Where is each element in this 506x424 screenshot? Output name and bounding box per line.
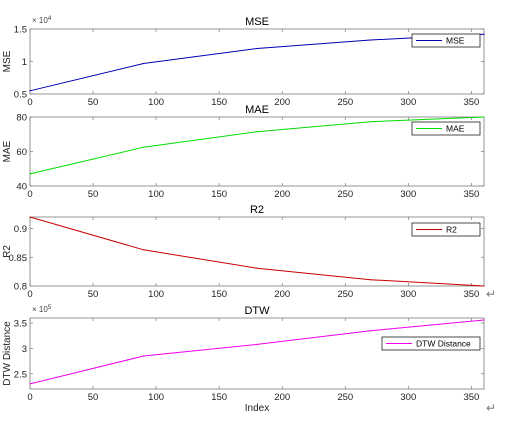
- data-point: [29, 90, 31, 92]
- legend-box: [411, 121, 481, 136]
- y-tick-label: 60: [16, 147, 27, 158]
- x-tick-label: 300: [400, 97, 416, 108]
- x-tick-label: 150: [211, 97, 227, 108]
- plot-frame: [29, 216, 485, 287]
- legend-entry: DTW Distance: [416, 339, 471, 349]
- y-tick-label: 40: [16, 182, 27, 193]
- x-tick-label: 100: [148, 189, 164, 200]
- x-tick-label: 0: [27, 189, 32, 200]
- chart-title: DTW: [244, 305, 270, 317]
- x-tick-label: 100: [148, 392, 164, 403]
- axis-multiplier: × 105: [32, 304, 52, 314]
- series-line: [29, 319, 485, 385]
- y-tick-label: 0.9: [14, 224, 27, 235]
- y-tick-label: 2.5: [14, 369, 27, 380]
- x-tick-label: 0: [27, 97, 32, 108]
- data-point: [369, 279, 372, 281]
- y-tick-label: 0.8: [14, 282, 27, 293]
- data-point: [256, 267, 258, 269]
- legend-box: [411, 33, 481, 48]
- y-tick-label: 3.5: [14, 319, 27, 330]
- x-tick-label: 150: [211, 189, 227, 200]
- data-point: [483, 33, 485, 35]
- x-tick-label: 50: [88, 97, 99, 108]
- data-point: [369, 330, 372, 332]
- x-tick-label: 200: [274, 289, 290, 300]
- x-tick-label: 350: [463, 97, 479, 108]
- y-tick-label: 1: [22, 57, 27, 68]
- data-point: [369, 121, 372, 123]
- y-axis-label: DTW Distance: [2, 321, 13, 386]
- legend-box: [381, 336, 481, 351]
- y-tick-label: 3: [22, 344, 27, 355]
- return-mark: ↵: [486, 287, 496, 301]
- data-point: [256, 47, 258, 50]
- data-point: [29, 173, 31, 175]
- x-tick-label: 250: [337, 189, 353, 200]
- return-mark: ↵: [486, 401, 496, 415]
- x-tick-label: 350: [463, 289, 479, 300]
- x-tick-label: 0: [27, 392, 32, 403]
- x-axis-label: Index: [245, 403, 269, 414]
- data-point: [256, 343, 258, 345]
- data-point: [483, 116, 485, 118]
- x-tick-label: 250: [337, 97, 353, 108]
- x-tick-label: 150: [211, 289, 227, 300]
- data-point: [142, 62, 145, 65]
- y-axis-label: R2: [2, 245, 13, 258]
- data-point: [29, 383, 31, 385]
- y-tick-label: 1.5: [14, 25, 27, 36]
- chart-title: MAE: [245, 104, 269, 116]
- legend-entry: MSE: [446, 36, 465, 46]
- y-tick-label: 0.5: [14, 90, 27, 101]
- x-tick-label: 200: [274, 97, 290, 108]
- data-point: [142, 249, 145, 251]
- data-point: [29, 216, 31, 218]
- legend-entry: R2: [446, 225, 457, 235]
- x-tick-label: 350: [463, 189, 479, 200]
- data-point: [142, 355, 145, 357]
- chart-title: MSE: [245, 16, 269, 28]
- x-tick-label: 300: [400, 392, 416, 403]
- y-axis-label: MAE: [2, 140, 13, 162]
- y-axis-label: MSE: [2, 50, 13, 72]
- x-tick-label: 0: [27, 289, 32, 300]
- y-tick-label: 80: [16, 113, 27, 124]
- x-tick-label: 100: [148, 97, 164, 108]
- x-tick-label: 100: [148, 289, 164, 300]
- x-tick-label: 200: [274, 392, 290, 403]
- x-tick-label: 50: [88, 392, 99, 403]
- legend-box: [411, 222, 481, 237]
- legend-entry: MAE: [446, 124, 465, 134]
- x-tick-label: 250: [337, 289, 353, 300]
- data-point: [483, 285, 485, 287]
- x-tick-label: 350: [463, 392, 479, 403]
- x-tick-label: 300: [400, 289, 416, 300]
- axis-multiplier: × 104: [32, 15, 52, 25]
- data-point: [369, 39, 372, 41]
- x-tick-label: 250: [337, 392, 353, 403]
- x-tick-label: 50: [88, 189, 99, 200]
- x-tick-label: 200: [274, 189, 290, 200]
- x-tick-label: 50: [88, 289, 99, 300]
- data-point: [142, 146, 145, 148]
- data-point: [483, 319, 485, 321]
- chart-title: R2: [250, 204, 264, 216]
- y-tick-label: 0.85: [9, 253, 28, 264]
- data-point: [256, 131, 258, 133]
- plot-frame: [29, 317, 485, 390]
- x-tick-label: 150: [211, 392, 227, 403]
- x-tick-label: 300: [400, 189, 416, 200]
